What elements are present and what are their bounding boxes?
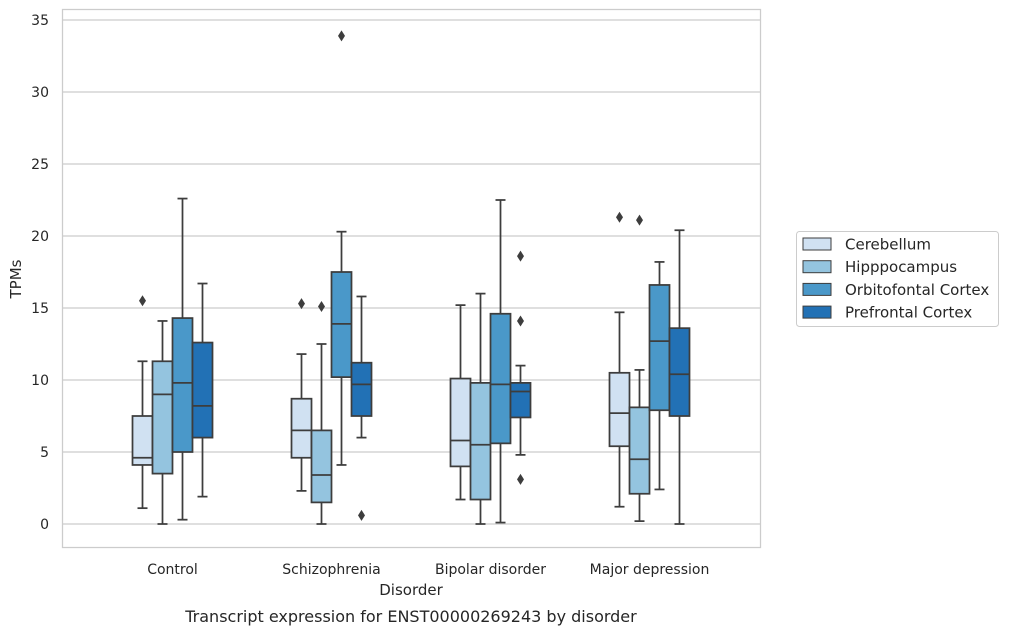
outlier-point xyxy=(517,250,524,262)
legend-swatch xyxy=(802,282,832,296)
box xyxy=(151,360,174,475)
outlier-point xyxy=(298,298,305,310)
box xyxy=(171,317,194,453)
box xyxy=(191,341,214,439)
box xyxy=(608,371,631,448)
y-tick-label: 0 xyxy=(40,517,49,533)
y-tick-label: 20 xyxy=(31,229,49,245)
plot-frame xyxy=(61,8,762,549)
legend-swatch xyxy=(802,260,832,274)
box-group xyxy=(151,320,174,525)
outlier-point xyxy=(616,211,623,223)
y-tick-label: 35 xyxy=(31,13,49,29)
box-group xyxy=(668,229,691,525)
box xyxy=(310,429,333,504)
box-group xyxy=(608,211,631,508)
x-axis-ticks: Control Schizophrenia Bipolar disorder Majo… xyxy=(147,562,709,578)
box-group xyxy=(449,304,472,501)
box xyxy=(648,284,671,412)
box xyxy=(489,312,512,445)
y-tick-label: 25 xyxy=(31,157,49,173)
box xyxy=(469,382,492,501)
outlier-point xyxy=(517,315,524,327)
legend-items: Cerebellum Hipppocampus Orbitofontal Corte… xyxy=(802,236,989,322)
box xyxy=(509,382,532,419)
legend-swatch xyxy=(802,305,832,319)
x-tick-label: Schizophrenia xyxy=(282,562,380,578)
legend-label: Orbitofontal Cortex xyxy=(845,281,989,299)
box xyxy=(668,327,691,417)
box-group xyxy=(509,250,532,485)
legend: Cerebellum Hipppocampus Orbitofontal Corte… xyxy=(796,231,999,327)
outlier-point xyxy=(636,214,643,226)
box-group xyxy=(131,295,154,510)
box-group xyxy=(489,199,512,524)
outlier-point xyxy=(517,473,524,485)
chart-caption: Transcript expression for ENST0000026924… xyxy=(184,607,637,626)
box-group xyxy=(191,282,214,498)
y-axis-title: TPMs xyxy=(7,259,25,299)
box xyxy=(350,361,373,417)
box-group xyxy=(469,292,492,525)
legend-label: Hipppocampus xyxy=(845,258,957,276)
box-plot-area xyxy=(131,30,691,525)
x-tick-label: Major depression xyxy=(590,562,710,578)
box xyxy=(290,397,313,459)
y-tick-label: 30 xyxy=(31,85,49,101)
outlier-point xyxy=(358,509,365,521)
outlier-point xyxy=(338,30,345,42)
legend-label: Cerebellum xyxy=(845,236,931,254)
box-group xyxy=(648,261,671,491)
box-group xyxy=(350,295,373,521)
legend-frame xyxy=(796,231,999,327)
box xyxy=(449,377,472,468)
box-group xyxy=(310,301,333,525)
box-group xyxy=(171,197,194,521)
outlier-point xyxy=(318,301,325,313)
y-tick-label: 10 xyxy=(31,373,49,389)
box xyxy=(628,406,651,495)
y-tick-label: 5 xyxy=(40,445,49,461)
box-group xyxy=(628,214,651,522)
x-tick-label: Bipolar disorder xyxy=(435,562,546,578)
y-axis-ticks: 0 5 10 15 20 25 30 35 xyxy=(31,13,49,533)
box-group xyxy=(290,298,313,492)
x-axis-title: Disorder xyxy=(379,581,443,599)
legend-swatch xyxy=(802,237,832,251)
legend-label: Prefrontal Cortex xyxy=(845,304,972,322)
box-group xyxy=(330,30,353,466)
x-tick-label: Control xyxy=(147,562,198,578)
y-tick-label: 15 xyxy=(31,301,49,317)
outlier-point xyxy=(139,295,146,307)
